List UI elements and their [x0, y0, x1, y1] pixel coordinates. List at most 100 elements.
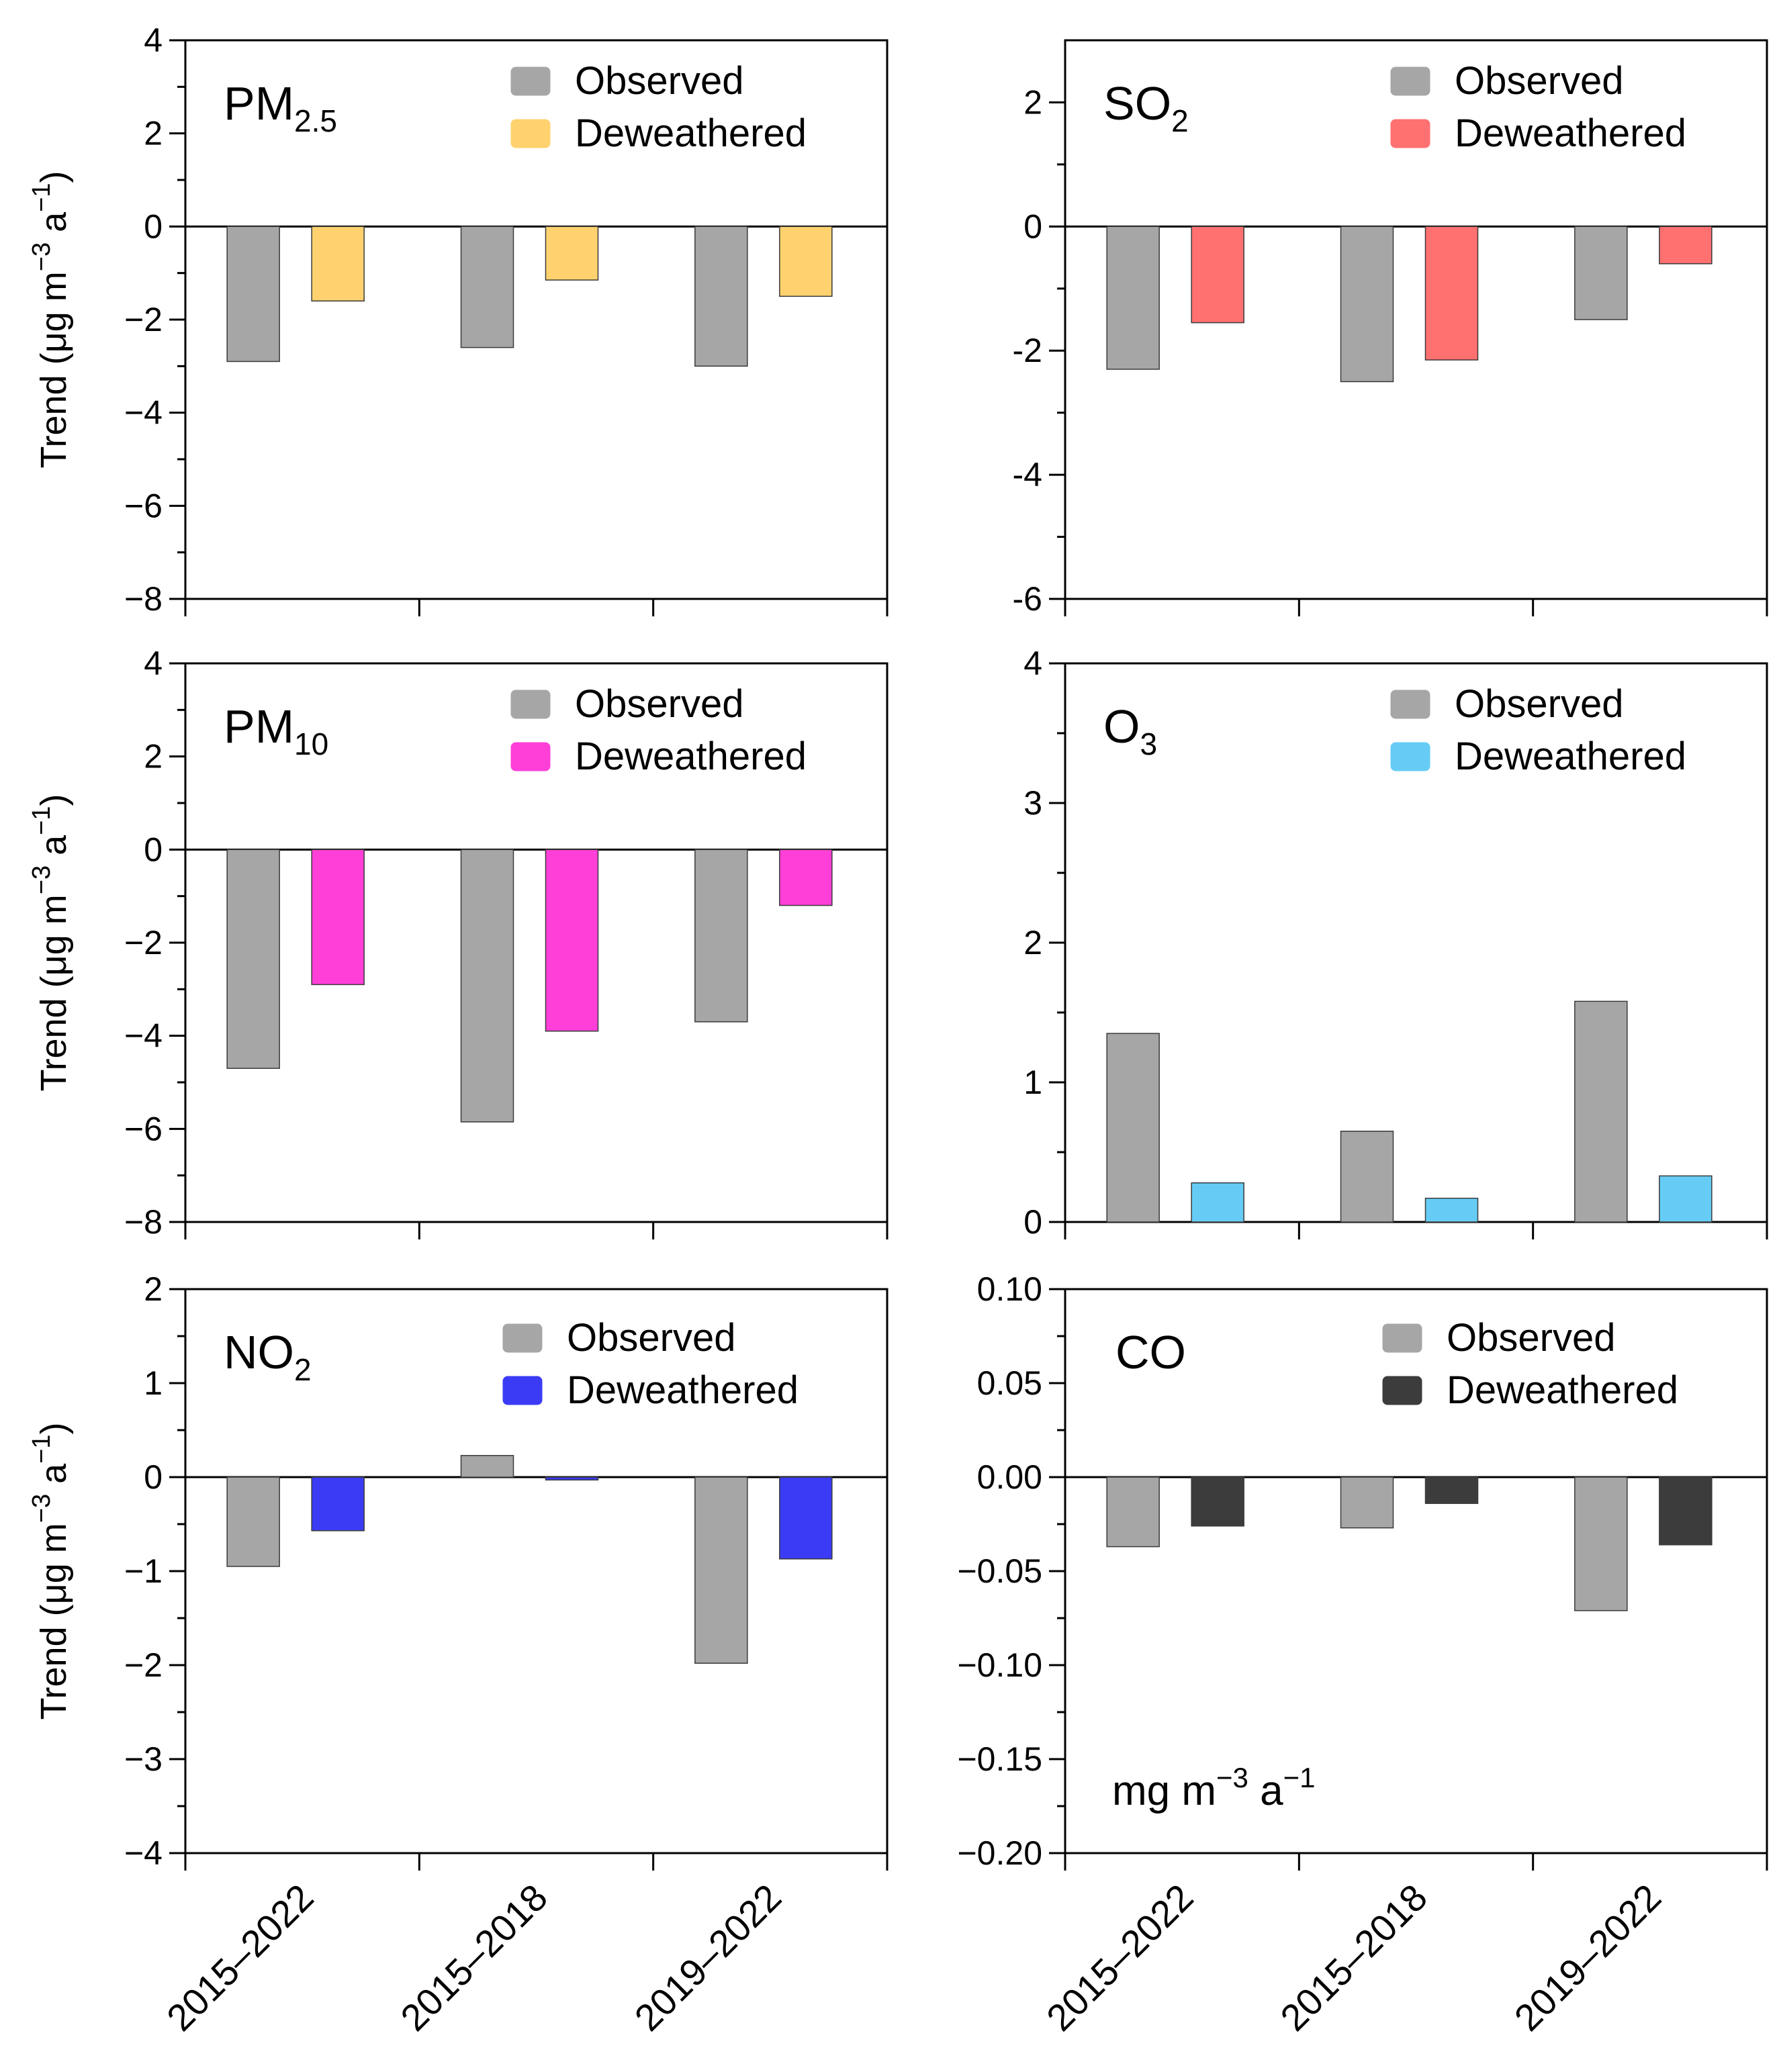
y-tick-label: −0.05	[957, 1552, 1042, 1590]
legend-swatch-deweathered	[510, 742, 551, 771]
legend-swatch-observed	[502, 1323, 543, 1353]
legend-swatch-deweathered	[1382, 1376, 1422, 1405]
bar-observed-0	[1106, 1033, 1160, 1223]
y-tick-label: 1	[144, 1364, 163, 1402]
bar-observed-2	[694, 849, 748, 1023]
legend-swatch-deweathered	[502, 1376, 543, 1405]
bar-deweathered-0	[311, 226, 365, 302]
bar-deweathered-2	[779, 849, 833, 906]
panel-title: SO2	[1103, 77, 1189, 138]
bar-observed-0	[226, 1476, 280, 1567]
y-tick-label: 0.10	[977, 1270, 1042, 1308]
legend-swatch-deweathered	[1390, 119, 1430, 148]
bar-observed-2	[694, 1476, 748, 1664]
y-tick-label: −4	[124, 394, 163, 432]
y-tick-label: −3	[124, 1740, 163, 1778]
y-tick-label: 3	[1023, 784, 1042, 822]
y-tick-label: 0	[1023, 1203, 1042, 1241]
y-tick-label: 2	[1023, 83, 1042, 121]
panel-title: PM10	[224, 700, 328, 761]
y-tick-label: −0.15	[957, 1740, 1042, 1778]
bar-deweathered-1	[1424, 1197, 1479, 1223]
y-tick-label: 0	[1023, 207, 1042, 245]
bar-deweathered-1	[545, 849, 599, 1032]
legend-swatch-observed	[1390, 690, 1430, 719]
legend-label-observed: Observed	[575, 59, 743, 103]
legend-swatch-observed	[1382, 1323, 1422, 1353]
legend-label-observed: Observed	[575, 682, 743, 726]
y-tick-label: 0	[144, 1458, 163, 1496]
y-tick-label: 0.00	[977, 1458, 1042, 1496]
panel-title: CO	[1115, 1326, 1186, 1378]
bar-observed-0	[1106, 1476, 1160, 1548]
y-tick-label: −8	[124, 1203, 163, 1241]
bar-deweathered-1	[545, 1476, 599, 1480]
bar-deweathered-1	[1424, 226, 1479, 361]
y-tick-label: -6	[1013, 580, 1042, 618]
bar-observed-1	[460, 1455, 514, 1478]
panel-2: 4 2 0 −2 −4 −6 −8 Observed Deweathered PM10 Trend …	[28, 645, 888, 1241]
panel-title: PM2.5	[224, 77, 337, 138]
bar-observed-0	[1106, 226, 1160, 370]
legend-label-deweathered: Deweathered	[1455, 111, 1686, 155]
bar-observed-1	[1340, 1476, 1394, 1529]
y-tick-label: −2	[124, 924, 163, 961]
panel-title: O3	[1103, 700, 1157, 761]
bar-observed-1	[460, 849, 514, 1123]
y-tick-label: 0	[144, 207, 163, 245]
y-tick-label: 2	[144, 738, 163, 775]
panel-0: 4 2 0 −2 −4 −6 −8 Observed Deweathered PM2.5 Trend…	[28, 21, 888, 618]
bar-deweathered-1	[545, 226, 599, 281]
y-tick-label: -2	[1013, 332, 1042, 369]
bar-deweathered-0	[311, 1476, 365, 1532]
bar-deweathered-0	[1191, 226, 1244, 324]
y-tick-label: 2	[1023, 924, 1042, 961]
y-axis-label: Trend (μg m−3 a−1)	[28, 171, 74, 469]
legend-label-deweathered: Deweathered	[1447, 1368, 1678, 1412]
y-tick-label: −4	[124, 1834, 163, 1872]
bar-observed-1	[460, 226, 514, 348]
y-tick-label: −2	[124, 1646, 163, 1684]
bar-observed-0	[226, 226, 280, 363]
y-tick-label: −4	[124, 1017, 163, 1055]
y-tick-label: 2	[144, 1270, 163, 1308]
y-tick-label: −8	[124, 580, 163, 618]
bar-deweathered-2	[1659, 1175, 1713, 1223]
unit-note: mg m−3 a−1	[1112, 1762, 1316, 1814]
legend-label-observed: Observed	[1455, 682, 1623, 726]
legend-swatch-observed	[510, 66, 551, 96]
y-tick-label: −6	[124, 1110, 163, 1147]
bar-deweathered-2	[779, 1476, 833, 1560]
legend-swatch-deweathered	[510, 119, 551, 148]
legend-swatch-observed	[1390, 66, 1430, 96]
legend-swatch-observed	[510, 690, 551, 719]
legend-label-deweathered: Deweathered	[1455, 735, 1686, 778]
bar-observed-2	[1574, 1476, 1628, 1611]
bar-deweathered-2	[779, 226, 833, 297]
plot-frame	[1064, 39, 1768, 600]
legend-label-observed: Observed	[1455, 59, 1623, 103]
bar-observed-1	[1340, 226, 1394, 383]
y-tick-label: 4	[144, 21, 163, 59]
y-axis-label: Trend (μg m−3 a−1)	[28, 1423, 74, 1720]
y-tick-label: −0.20	[957, 1834, 1042, 1872]
bar-deweathered-0	[1191, 1476, 1244, 1527]
bar-observed-0	[226, 849, 280, 1069]
y-tick-label: −1	[124, 1552, 163, 1590]
y-tick-label: 4	[144, 645, 163, 682]
y-axis-label: Trend (μg m−3 a−1)	[28, 794, 74, 1092]
y-tick-label: 0.05	[977, 1364, 1042, 1402]
y-tick-label: −6	[124, 487, 163, 524]
legend-label-deweathered: Deweathered	[575, 735, 807, 778]
bar-deweathered-1	[1424, 1476, 1479, 1504]
bar-observed-2	[1574, 226, 1628, 320]
y-tick-label: −0.10	[957, 1646, 1042, 1684]
legend-label-observed: Observed	[567, 1316, 735, 1360]
bar-observed-2	[1574, 1000, 1628, 1223]
legend-label-deweathered: Deweathered	[567, 1368, 799, 1412]
y-tick-label: -4	[1013, 456, 1042, 493]
panel-title: NO2	[224, 1326, 312, 1387]
y-tick-label: 4	[1023, 645, 1042, 682]
panel-3: 4 3 2 1 0 Observed Deweathered O3	[1023, 645, 1768, 1241]
